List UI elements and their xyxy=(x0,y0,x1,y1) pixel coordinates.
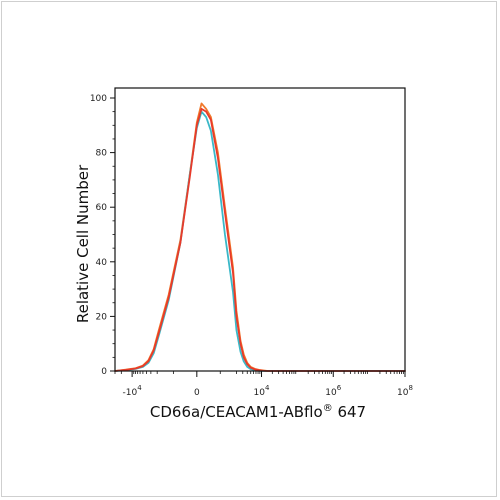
x-tick-label: 0 xyxy=(194,388,200,398)
x-tick-base: 0 xyxy=(194,388,200,398)
y-tick-label: 20 xyxy=(96,312,108,322)
x-axis-label-sup: ® xyxy=(323,403,333,414)
x-axis-label-tail: 647 xyxy=(333,403,366,421)
x-tick-base: 10 xyxy=(325,388,337,398)
x-tick-label: 106 xyxy=(325,384,341,398)
y-tick-label: 0 xyxy=(101,367,107,377)
x-tick-label: 108 xyxy=(397,384,413,398)
x-tick-label: 104 xyxy=(254,384,270,398)
y-axis-label: Relative Cell Number xyxy=(74,164,92,323)
y-tick-label: 40 xyxy=(96,258,108,268)
x-tick-exponent: 6 xyxy=(337,384,342,392)
series-layer xyxy=(114,102,406,372)
x-tick-base: 10 xyxy=(397,388,409,398)
x-axis-label: CD66a/CEACAM1-ABflo® 647 xyxy=(150,403,366,421)
y-tick-label: 80 xyxy=(96,149,108,159)
x-tick-label: -104 xyxy=(123,384,143,398)
series-line-2 xyxy=(114,108,406,372)
x-tick-base: 10 xyxy=(254,388,266,398)
x-axis-label-main: CD66a/CEACAM1-ABflo xyxy=(150,403,323,421)
x-tick-exponent: 4 xyxy=(265,384,270,392)
x-tick-base: -10 xyxy=(123,388,138,398)
y-tick-label: 100 xyxy=(90,94,107,104)
x-tick-exponent: 8 xyxy=(408,384,412,392)
x-tick-exponent: 4 xyxy=(137,384,142,392)
y-tick-label: 60 xyxy=(96,203,108,213)
